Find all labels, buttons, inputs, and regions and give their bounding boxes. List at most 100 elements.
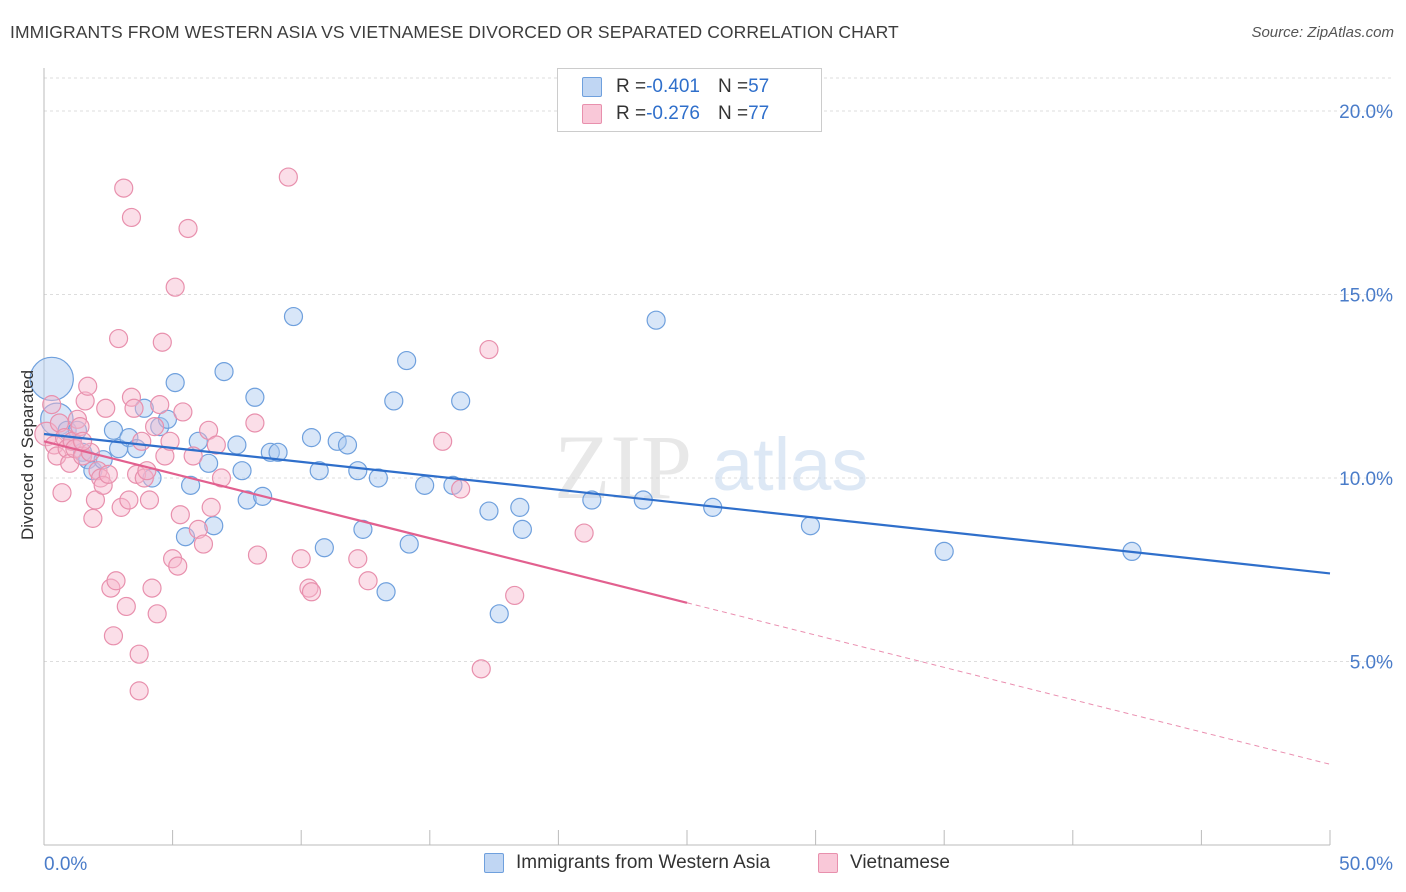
vietnamese-point — [188, 519, 208, 539]
western-asia-point — [582, 490, 602, 510]
vietnamese-point — [121, 387, 142, 407]
series-western-asia-points — [29, 306, 1142, 624]
vietnamese-point — [142, 578, 162, 598]
legend-swatch-blue — [582, 77, 602, 97]
vietnamese-point — [111, 497, 131, 517]
vietnamese-point — [132, 431, 152, 451]
vietnamese-point — [144, 417, 165, 437]
western-asia-point — [934, 541, 954, 562]
legend-r-label: R = — [616, 103, 647, 124]
vietnamese-point — [83, 508, 103, 528]
vietnamese-point — [103, 626, 124, 646]
trend-line-vietnamese-extension — [686, 602, 1331, 765]
vietnamese-point — [129, 644, 149, 664]
watermark-atlas: atlas — [712, 423, 868, 506]
western-asia-point — [368, 468, 388, 488]
western-asia-point — [232, 461, 252, 481]
vietnamese-point — [129, 681, 149, 701]
western-asia-point — [479, 501, 499, 521]
western-asia-point — [245, 387, 265, 407]
vietnamese-point — [106, 571, 126, 591]
vietnamese-point — [178, 218, 198, 239]
vietnamese-point — [170, 505, 190, 525]
western-asia-point — [301, 428, 322, 448]
western-asia-point — [348, 461, 368, 481]
vietnamese-point — [116, 596, 136, 617]
western-asia-point — [214, 361, 234, 382]
western-asia-point — [384, 391, 404, 411]
vietnamese-point — [574, 523, 594, 543]
legend-n-value: 57 — [748, 76, 770, 97]
western-asia-point — [489, 604, 509, 624]
vietnamese-point — [108, 328, 129, 349]
chart-title: IMMIGRANTS FROM WESTERN ASIA VS VIETNAME… — [10, 22, 899, 42]
vietnamese-point — [160, 431, 180, 451]
vietnamese-point — [134, 468, 154, 488]
vietnamese-point — [168, 556, 188, 576]
grid-lines — [44, 77, 1394, 663]
vietnamese-point — [278, 167, 298, 187]
vietnamese-point — [119, 490, 139, 510]
legend-label: Immigrants from Western Asia — [516, 852, 771, 873]
legend-swatch-pink — [582, 104, 602, 124]
legend-swatch-blue — [484, 853, 504, 873]
legend-swatch-pink — [818, 853, 838, 873]
legend-n-value: 77 — [748, 103, 770, 124]
tick-labels: 5.0% 10.0% 15.0% 20.0% 0.0% 50.0% — [44, 102, 1393, 875]
legend-item-western-asia[interactable]: Immigrants from Western Asia — [484, 852, 770, 874]
y-axis-label: Divorced or Separated — [18, 369, 37, 541]
y-tick-label: 5.0% — [1350, 653, 1393, 674]
vietnamese-point — [72, 431, 93, 451]
western-asia-point — [260, 442, 280, 462]
vietnamese-point — [206, 435, 226, 455]
vietnamese-point — [70, 417, 90, 437]
vietnamese-point — [471, 659, 491, 679]
western-asia-point — [199, 453, 219, 473]
x-tick-label: 0.0% — [44, 854, 87, 875]
vietnamese-point — [479, 339, 499, 360]
western-asia-point — [29, 356, 74, 402]
trend-line-vietnamese — [43, 440, 688, 604]
western-asia-point — [800, 516, 821, 536]
axes — [43, 68, 1331, 846]
vietnamese-point — [150, 395, 170, 415]
x-tick-label: 50.0% — [1339, 854, 1393, 875]
vietnamese-point — [93, 475, 113, 495]
vietnamese-point — [98, 464, 118, 484]
vietnamese-point — [124, 398, 144, 418]
series-vietnamese-points — [34, 167, 594, 701]
legend-item-vietnamese[interactable]: Vietnamese — [818, 852, 950, 874]
vietnamese-point — [358, 571, 378, 591]
legend-r-value: -0.401 — [646, 76, 700, 97]
vietnamese-point — [348, 549, 368, 569]
vietnamese-point — [88, 461, 108, 481]
western-asia-point — [165, 372, 185, 393]
vietnamese-point — [52, 483, 72, 503]
vietnamese-point — [247, 545, 268, 565]
western-asia-point — [134, 398, 154, 418]
vietnamese-point — [75, 391, 95, 411]
vietnamese-point — [78, 376, 98, 396]
vietnamese-point — [245, 413, 265, 433]
source-label: Source: ZipAtlas.com — [1251, 24, 1394, 41]
vietnamese-point — [49, 413, 70, 433]
western-asia-point — [268, 442, 288, 462]
legend-label: Vietnamese — [850, 852, 950, 873]
vietnamese-point — [152, 332, 172, 352]
western-asia-point — [327, 431, 347, 451]
vietnamese-point — [165, 277, 185, 297]
western-asia-point — [397, 350, 417, 371]
western-asia-point — [646, 310, 666, 330]
y-tick-label: 15.0% — [1339, 286, 1393, 307]
vietnamese-point — [121, 207, 142, 228]
legend-row-western-asia: R = -0.401 N = 57 — [582, 74, 769, 100]
legend-n-label: N = — [717, 76, 749, 97]
vietnamese-point — [433, 431, 453, 451]
western-asia-point — [150, 417, 170, 437]
vietnamese-point — [451, 479, 471, 499]
legend-r-label: R = — [616, 76, 647, 97]
vietnamese-point — [67, 409, 88, 429]
western-asia-point — [204, 516, 224, 536]
correlation-legend: R = -0.401 N = 57 R = -0.276 N = 77 — [557, 68, 822, 132]
